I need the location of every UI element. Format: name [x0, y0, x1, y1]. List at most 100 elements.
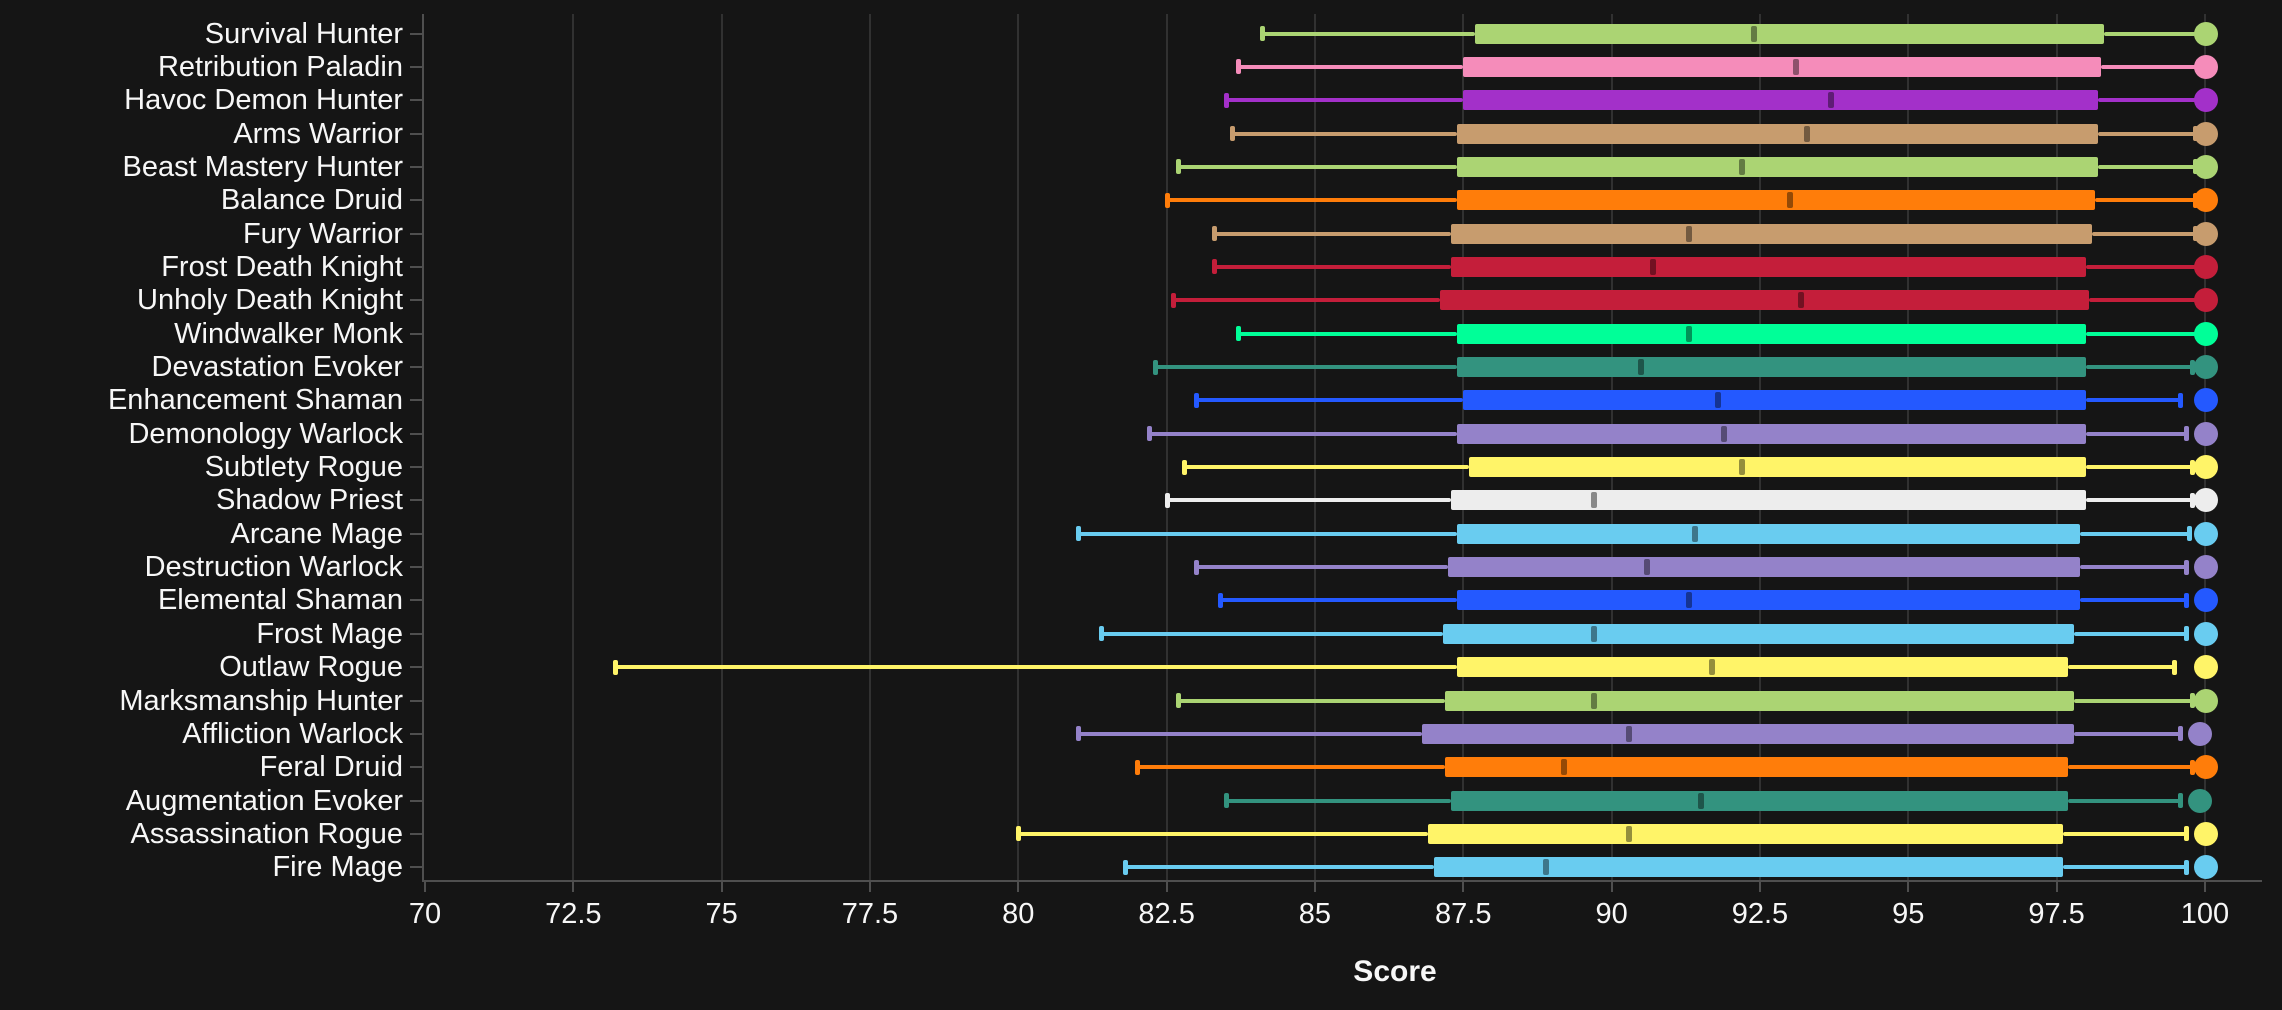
- whisker-high: [2080, 565, 2188, 570]
- whisker-low: [614, 665, 1458, 670]
- x-tick-mark: [720, 882, 723, 892]
- x-tick-label: 82.5: [1138, 898, 1195, 930]
- row-label: Devastation Evoker: [151, 351, 403, 383]
- whisker-low-cap: [1218, 592, 1224, 608]
- median-line: [1543, 859, 1550, 876]
- y-tick-mark: [410, 699, 422, 702]
- median-line: [1709, 659, 1716, 676]
- whisker-low: [1231, 131, 1458, 136]
- x-tick-mark: [1313, 882, 1316, 892]
- whisker-low: [1101, 631, 1443, 636]
- whisker-low-cap: [1176, 693, 1182, 708]
- y-tick-mark: [410, 232, 422, 235]
- whisker-high-cap: [2184, 859, 2190, 875]
- y-tick-mark: [410, 732, 422, 735]
- median-line: [1739, 158, 1746, 175]
- whisker-low-cap: [1235, 326, 1241, 342]
- box: [1457, 523, 2081, 544]
- whisker-high-cap: [2190, 693, 2196, 708]
- median-line: [1750, 25, 1757, 42]
- y-tick-mark: [410, 499, 422, 502]
- whisker-low: [1225, 98, 1464, 103]
- gridline: [1165, 14, 1168, 880]
- y-tick-mark: [410, 666, 422, 669]
- x-tick-label: 100: [2180, 898, 2230, 930]
- whisker-high: [2098, 98, 2199, 103]
- box: [1475, 23, 2105, 44]
- gridline: [572, 14, 575, 880]
- box: [1442, 623, 2075, 644]
- whisker-low-cap: [612, 659, 618, 675]
- whisker-high: [2095, 198, 2196, 203]
- y-tick-mark: [410, 532, 422, 535]
- whisker-high: [2098, 164, 2196, 169]
- max-dot: [2193, 88, 2218, 113]
- row-label: Balance Druid: [220, 184, 403, 217]
- gridline: [1017, 14, 1020, 880]
- median-line: [1739, 459, 1746, 476]
- median-line: [1685, 325, 1692, 342]
- row-label: Assassination Rogue: [130, 817, 403, 850]
- y-tick-mark: [410, 399, 422, 402]
- whisker-low-cap: [1229, 126, 1235, 142]
- whisker-low-cap: [1194, 392, 1200, 408]
- x-tick-label: 85: [1298, 898, 1332, 930]
- whisker-low-cap: [1170, 292, 1176, 308]
- x-tick-label: 80: [1002, 898, 1035, 930]
- x-tick-mark: [1610, 882, 1613, 892]
- median-line: [1590, 692, 1597, 709]
- whisker-high: [2086, 331, 2199, 336]
- y-tick-mark: [410, 766, 422, 769]
- median-line: [1650, 258, 1657, 275]
- whisker-high-cap: [2184, 626, 2190, 642]
- median-line: [1590, 492, 1597, 509]
- max-dot: [2193, 521, 2218, 546]
- median-line: [1792, 58, 1799, 75]
- median-line: [1626, 725, 1633, 742]
- max-dot: [2193, 688, 2218, 713]
- row-label: Feral Druid: [259, 751, 403, 784]
- y-tick-mark: [410, 32, 422, 35]
- whisker-high: [2068, 765, 2194, 770]
- whisker-low: [1172, 298, 1440, 303]
- box: [1451, 490, 2087, 511]
- whisker-low: [1237, 64, 1464, 69]
- max-dot: [2193, 455, 2218, 480]
- median-line: [1638, 359, 1645, 375]
- box: [1421, 723, 2075, 744]
- whisker-high: [2086, 431, 2188, 436]
- x-tick-mark: [572, 882, 575, 892]
- gridline: [1462, 14, 1465, 880]
- y-tick-mark: [410, 599, 422, 602]
- max-dot: [2193, 221, 2218, 246]
- y-tick-mark: [410, 566, 422, 569]
- x-tick-mark: [1165, 882, 1168, 892]
- y-tick-mark: [410, 265, 422, 268]
- y-tick-mark: [410, 99, 422, 102]
- whisker-high: [2074, 698, 2194, 703]
- whisker-low: [1166, 498, 1452, 503]
- median-line: [1715, 392, 1722, 409]
- whisker-low: [1166, 198, 1458, 203]
- y-tick-mark: [410, 199, 422, 202]
- max-dot: [2193, 821, 2218, 846]
- whisker-low-cap: [1016, 826, 1022, 842]
- x-tick-label: 97.5: [2028, 898, 2085, 930]
- x-tick-label: 70: [408, 898, 442, 930]
- median-line: [1644, 559, 1651, 576]
- whisker-low: [1148, 431, 1458, 436]
- whisker-low: [1018, 831, 1428, 836]
- median-line: [1691, 525, 1698, 542]
- row-label: Fury Warrior: [242, 217, 403, 250]
- whisker-high: [2086, 465, 2194, 470]
- box: [1439, 290, 2090, 311]
- box: [1457, 190, 2096, 211]
- row-label: Affliction Warlock: [182, 717, 403, 750]
- row-label: Outlaw Rogue: [219, 651, 403, 684]
- whisker-high-cap: [2184, 426, 2190, 442]
- x-tick-mark: [1758, 882, 1761, 892]
- whisker-low-cap: [1212, 259, 1218, 275]
- whisker-high-cap: [2178, 726, 2184, 742]
- row-label: Frost Death Knight: [161, 250, 403, 283]
- box: [1457, 123, 2099, 144]
